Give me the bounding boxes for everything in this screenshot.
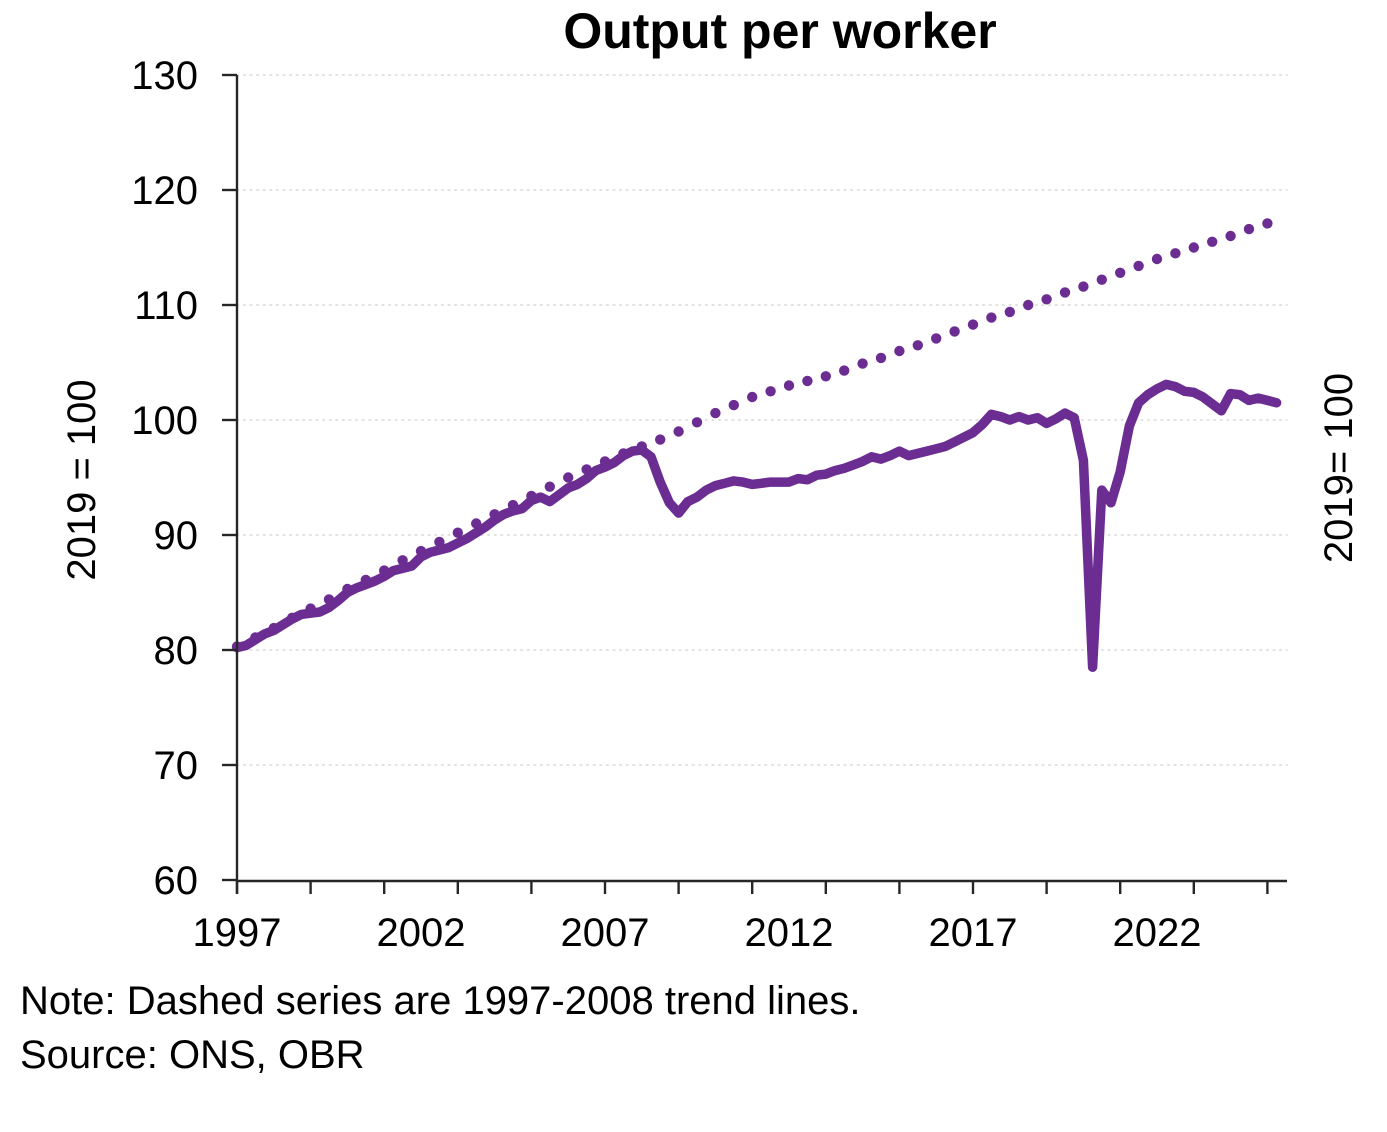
trend-dot <box>839 365 850 376</box>
actual-series-line <box>232 379 1282 673</box>
trend-dot <box>1059 287 1071 298</box>
y-tick-label-80: 80 <box>154 629 199 673</box>
trend-dot <box>655 434 666 445</box>
trend-dot <box>1170 248 1181 259</box>
y-tick-label-120: 120 <box>131 169 198 213</box>
chart-title: Output per worker <box>563 3 996 59</box>
x-tick-label-2012: 2012 <box>745 911 834 955</box>
trend-dot <box>967 319 979 330</box>
y-tick-label-130: 130 <box>131 54 198 98</box>
x-tick-label-1997: 1997 <box>193 911 282 955</box>
trend-dot <box>820 371 831 382</box>
trend-dot <box>765 386 776 397</box>
trend-dot <box>857 358 868 369</box>
trend-dot <box>747 391 758 403</box>
trend-dot <box>673 426 684 437</box>
x-tick-label-2022: 2022 <box>1113 911 1202 955</box>
x-tick-label-2002: 2002 <box>377 911 466 955</box>
trend-dot <box>1133 260 1144 272</box>
trend-dot <box>710 407 721 419</box>
trend-dot <box>1022 299 1034 311</box>
y-tick-label-90: 90 <box>154 514 199 558</box>
trend-dot <box>1096 274 1108 285</box>
trend-dot <box>1041 294 1052 305</box>
y-tick-label-110: 110 <box>134 284 198 328</box>
trend-dot <box>1188 242 1200 253</box>
trend-dot <box>1078 281 1089 292</box>
tick-labels: 60 70 80 90 100 110 120 130 1997 2002 2007 2012 2017… <box>131 54 1201 955</box>
y-tick-label-100: 100 <box>131 399 198 443</box>
trend-dot <box>544 481 555 492</box>
trend-dot <box>783 380 795 391</box>
series-layer <box>231 218 1282 673</box>
chart-note: Note: Dashed series are 1997-2008 trend … <box>20 979 861 1023</box>
axes <box>222 73 1287 894</box>
y-axis-label-right: 2019= 100 <box>1317 373 1361 563</box>
trend-dot <box>986 312 997 323</box>
trend-dot <box>728 399 739 411</box>
trend-dot <box>1151 253 1163 265</box>
trend-dot <box>912 340 923 351</box>
trend-dot <box>452 527 463 538</box>
y-axis-label-left: 2019 = 100 <box>60 379 104 580</box>
trend-dot <box>875 352 887 364</box>
trend-dot <box>1115 267 1126 278</box>
trend-dot <box>1225 230 1236 242</box>
trend-dot <box>931 333 942 344</box>
x-tick-label-2007: 2007 <box>561 911 650 955</box>
axis-lines <box>235 75 1287 894</box>
trend-dot <box>1004 306 1015 318</box>
chart-source: Source: ONS, OBR <box>20 1033 365 1077</box>
trend-dot <box>691 417 703 428</box>
x-tick-label-2017: 2017 <box>929 911 1018 955</box>
y-tick-label-70: 70 <box>154 744 199 788</box>
trend-dot <box>1243 223 1255 235</box>
trend-dot <box>563 472 574 483</box>
trend-dot <box>894 345 905 357</box>
trend-series-dots <box>231 218 1273 652</box>
trend-dot <box>802 375 813 387</box>
trend-dot <box>1262 218 1273 229</box>
y-tick-label-60: 60 <box>154 859 199 903</box>
trend-dot <box>949 326 960 337</box>
trend-dot <box>1207 236 1218 247</box>
